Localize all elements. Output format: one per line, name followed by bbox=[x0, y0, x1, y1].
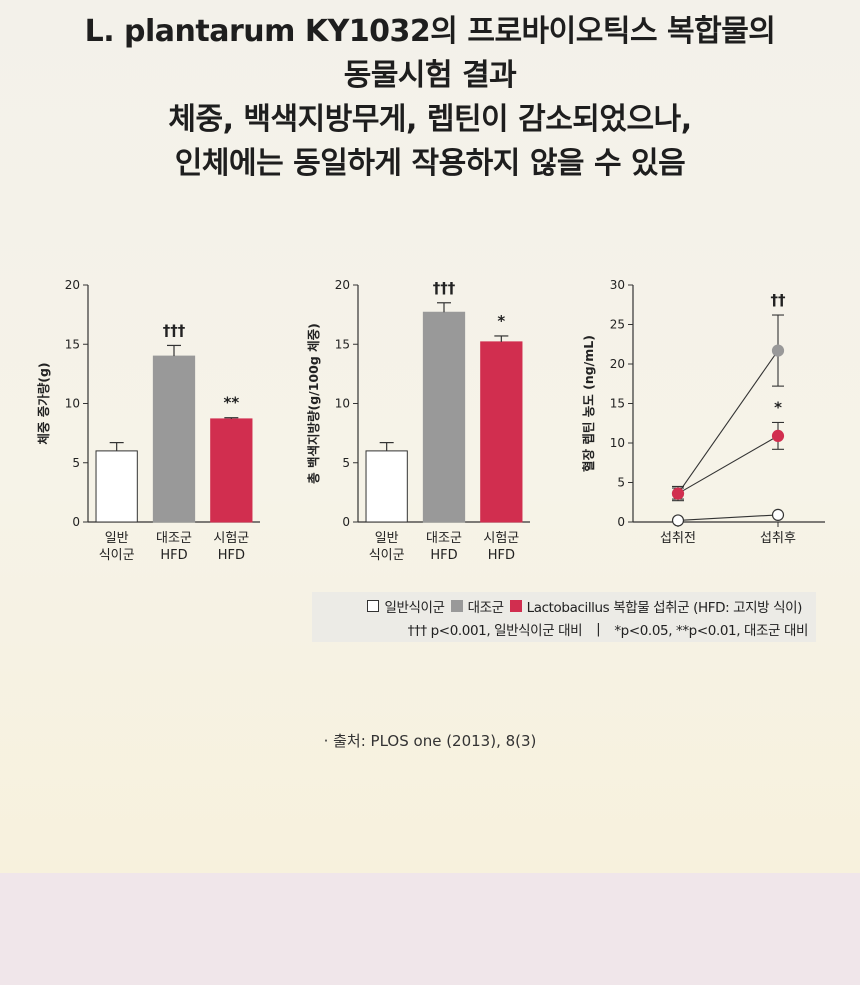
legend-note-normal: ††† p<0.001, 일반식이군 대비 bbox=[407, 623, 583, 639]
significance-mark: ** bbox=[223, 394, 239, 412]
point-test bbox=[671, 487, 685, 500]
x-tick-label: 일반 bbox=[105, 531, 129, 546]
y-tick-label: 25 bbox=[610, 318, 625, 332]
bar-control bbox=[152, 355, 196, 523]
leptin-line-chart: 0 5 10 15 20 25 30 혈장 렙틴 농도 (ng/mL) 섭취전 섭취후 †† * bbox=[581, 278, 825, 546]
point-test bbox=[771, 429, 785, 442]
x-tick-label: HFD bbox=[218, 548, 245, 563]
significance-mark: * bbox=[497, 312, 505, 330]
y-tick-label: 0 bbox=[342, 515, 350, 529]
y-tick-label: 0 bbox=[72, 515, 80, 529]
y-axis-title: 체중 증가량(g) bbox=[36, 362, 51, 444]
series-line-test bbox=[677, 435, 779, 495]
y-tick-label: 15 bbox=[335, 337, 350, 351]
page-title: L. plantarum KY1032의 프로바이오틱스 복합물의 동물시험 결… bbox=[0, 10, 860, 186]
significance-mark: ††† bbox=[433, 279, 456, 297]
legend-swatch-control bbox=[450, 600, 463, 612]
legend-notes-row: ††† p<0.001, 일반식이군 대비 | *p<0.05, **p<0.0… bbox=[407, 619, 809, 639]
title-line-2: 동물시험 결과 bbox=[343, 58, 517, 93]
series-line-normal bbox=[677, 514, 779, 521]
y-tick-label: 10 bbox=[65, 397, 80, 411]
y-tick-label: 20 bbox=[610, 357, 625, 371]
y-tick-label: 10 bbox=[610, 436, 625, 450]
legend-item-normal: 일반식이군 bbox=[367, 596, 445, 616]
bar-test bbox=[480, 341, 523, 523]
x-tick-label: 대조군 bbox=[156, 531, 192, 546]
legend-separator: | bbox=[596, 621, 601, 637]
y-tick-label: 30 bbox=[610, 278, 625, 292]
y-tick-label: 15 bbox=[610, 397, 625, 411]
legend-swatch-normal bbox=[367, 600, 380, 612]
significance-mark: ††† bbox=[163, 321, 186, 339]
x-tick-label: 시험군 bbox=[483, 531, 519, 546]
bar-control bbox=[422, 311, 466, 523]
legend-item-test: Lactobacillus 복합물 섭취군 (HFD: 고지방 식이) bbox=[509, 596, 803, 616]
y-tick-label: 0 bbox=[617, 515, 625, 529]
legend-label-normal: 일반식이군 bbox=[384, 600, 445, 616]
bar-test bbox=[210, 418, 253, 523]
x-tick-label: 식이군 bbox=[99, 548, 135, 563]
bar-normal bbox=[95, 450, 138, 523]
x-tick-label: HFD bbox=[160, 548, 187, 563]
x-tick-label: 섭취전 bbox=[660, 531, 696, 546]
legend-box: 일반식이군 대조군 Lactobacillus 복합물 섭취군 (HFD: 고지… bbox=[312, 592, 816, 642]
x-tick-label: HFD bbox=[430, 548, 457, 563]
footer-band bbox=[0, 873, 860, 985]
legend-series-row: 일반식이군 대조군 Lactobacillus 복합물 섭취군 (HFD: 고지… bbox=[367, 596, 808, 616]
significance-mark: †† bbox=[771, 291, 787, 309]
legend-label-control: 대조군 bbox=[467, 600, 504, 616]
x-tick-label: 일반 bbox=[375, 531, 399, 546]
x-tick-label: 대조군 bbox=[426, 531, 462, 546]
y-axis-title: 총 백색지방량(g/100g 체중) bbox=[306, 323, 321, 484]
legend-label-test: Lactobacillus 복합물 섭취군 (HFD: 고지방 식이) bbox=[526, 600, 803, 616]
y-tick-label: 5 bbox=[342, 456, 350, 470]
y-tick-label: 5 bbox=[617, 476, 625, 490]
x-tick-label: 시험군 bbox=[213, 531, 249, 546]
point-normal bbox=[671, 514, 685, 527]
point-normal bbox=[771, 508, 785, 521]
x-tick-label: 섭취후 bbox=[760, 531, 796, 546]
bar-normal bbox=[365, 450, 408, 523]
y-tick-label: 15 bbox=[65, 337, 80, 351]
series-line-control bbox=[677, 350, 779, 494]
legend-note-control: *p<0.05, **p<0.01, 대조군 대비 bbox=[614, 623, 808, 639]
point-control bbox=[771, 344, 785, 357]
x-tick-label: HFD bbox=[488, 548, 515, 563]
white-fat-bar-chart: 0 5 10 15 20 총 백색지방량(g/100g 체중) 일반식이군 ††† 대조군 HFD… bbox=[306, 278, 530, 563]
y-tick-label: 10 bbox=[335, 397, 350, 411]
legend-item-control: 대조군 bbox=[450, 596, 504, 616]
weight-gain-bar-chart: 0 5 10 15 20 체중 증가량(g) 일반식이군 ††† 대조군 HFD ** 시험군 HFD bbox=[36, 278, 260, 563]
y-tick-label: 20 bbox=[335, 278, 350, 292]
y-tick-label: 20 bbox=[65, 278, 80, 292]
title-line-1: L. plantarum KY1032의 프로바이오틱스 복합물의 bbox=[84, 14, 776, 49]
title-line-4: 인체에는 동일하게 작용하지 않을 수 있음 bbox=[174, 146, 686, 181]
significance-mark: * bbox=[774, 398, 782, 416]
y-axis-title: 혈장 렙틴 농도 (ng/mL) bbox=[581, 335, 596, 472]
legend-swatch-test bbox=[509, 600, 522, 612]
title-line-3: 체중, 백색지방무게, 렙틴이 감소되었으나, bbox=[168, 102, 692, 137]
source-citation: · 출처: PLOS one (2013), 8(3) bbox=[323, 732, 537, 750]
y-tick-label: 5 bbox=[72, 456, 80, 470]
x-tick-label: 식이군 bbox=[369, 548, 405, 563]
